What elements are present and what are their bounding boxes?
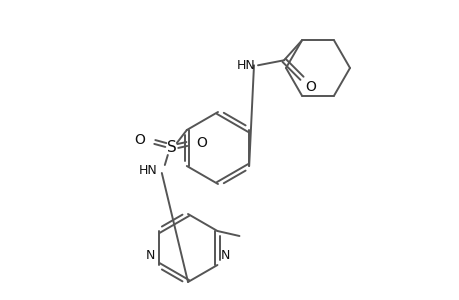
Text: O: O — [196, 136, 206, 150]
Text: S: S — [167, 140, 176, 155]
Text: HN: HN — [139, 164, 157, 176]
Text: N: N — [220, 249, 230, 262]
Text: HN: HN — [237, 59, 256, 72]
Text: N: N — [146, 249, 155, 262]
Text: O: O — [304, 80, 315, 94]
Text: O: O — [134, 133, 145, 147]
